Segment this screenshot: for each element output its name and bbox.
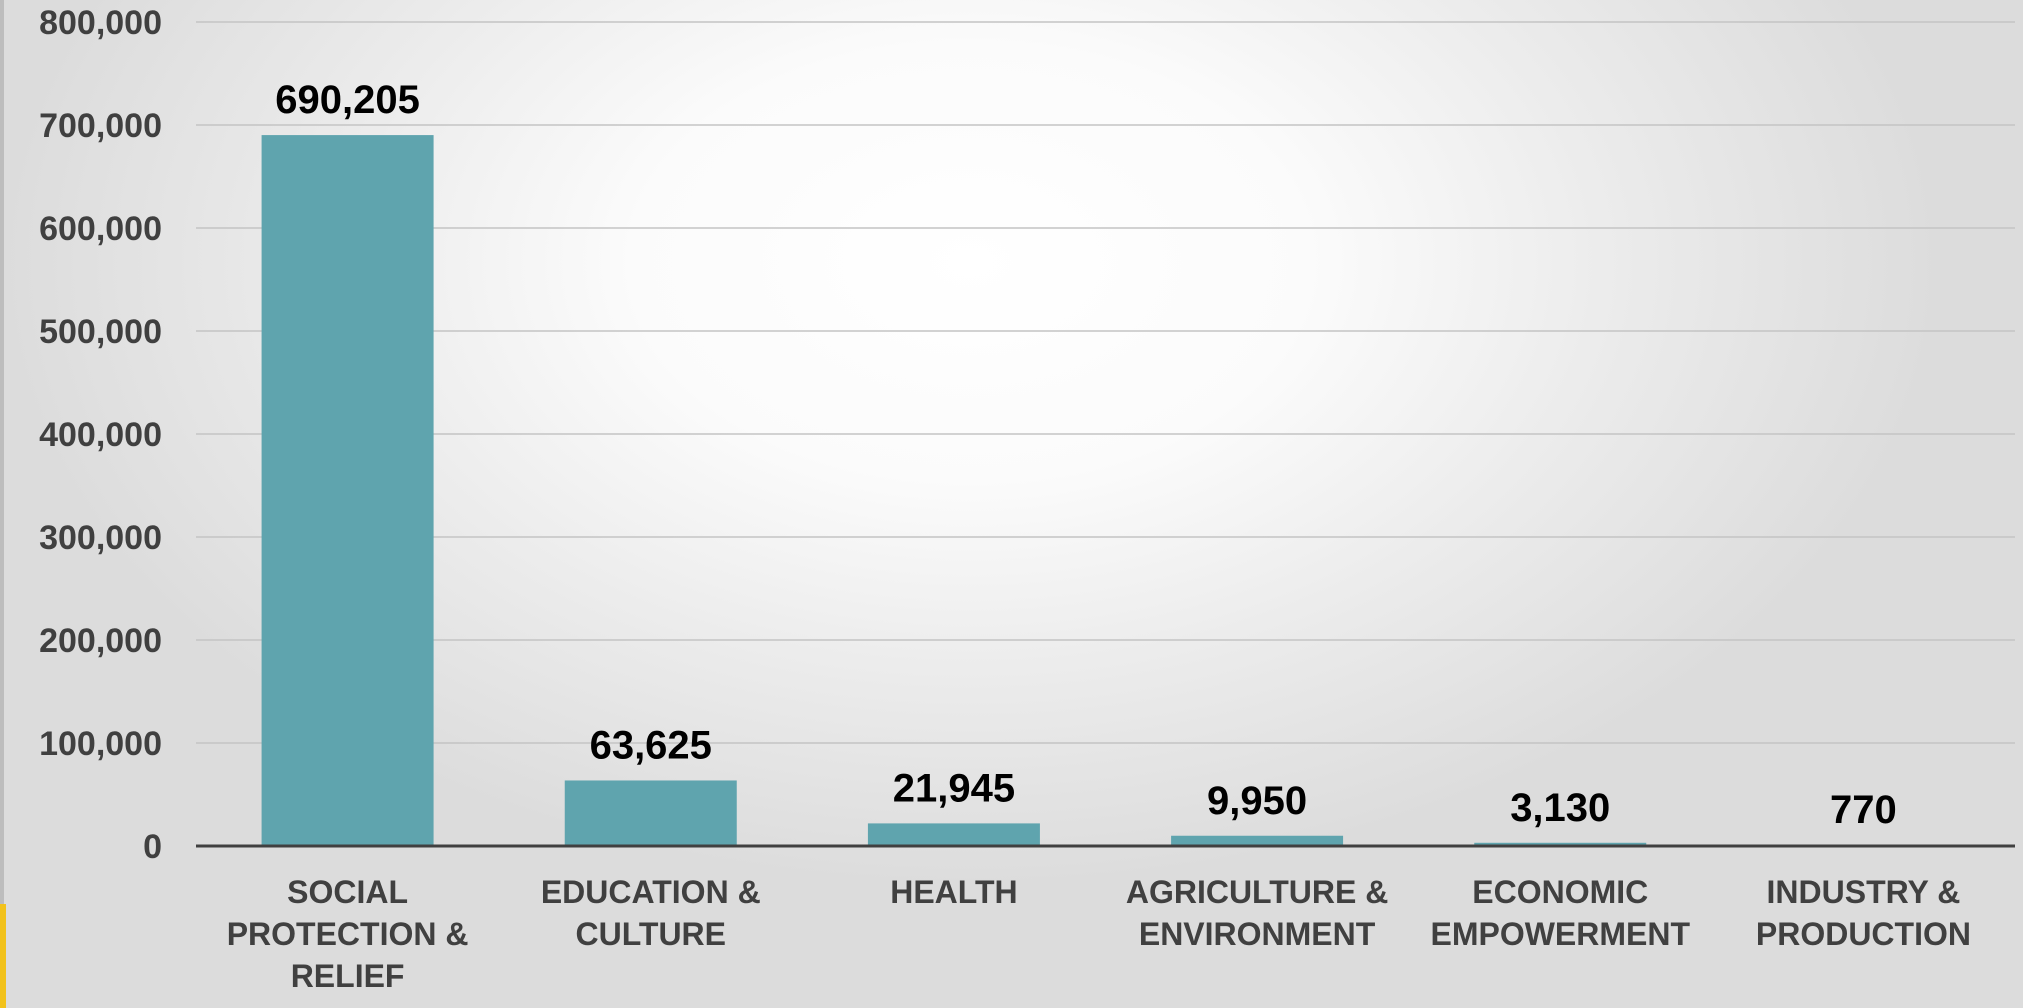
y-tick-label: 0 (143, 828, 162, 866)
category-label-line: PRODUCTION (1756, 916, 1971, 952)
category-label-line: RELIEF (291, 958, 405, 994)
bar (1474, 842, 1647, 846)
bar (867, 823, 1040, 846)
category-labels: SOCIAL PROTECTION & RELIEF EDUCATION & CULTU… (227, 874, 1971, 994)
category-label: EDUCATION & CULTURE (541, 874, 761, 952)
category-label-line: PROTECTION & (227, 916, 469, 952)
category-label: HEALTH (890, 874, 1017, 910)
category-label: ECONOMIC EMPOWERMENT (1430, 874, 1690, 952)
category-label-line: ENVIRONMENT (1139, 916, 1376, 952)
corner-accent (0, 904, 6, 1008)
y-tick-label: 200,000 (39, 622, 162, 660)
bar (564, 780, 737, 846)
y-tick-label: 600,000 (39, 210, 162, 248)
category-label: AGRICULTURE & ENVIRONMENT (1126, 874, 1389, 952)
data-label: 9,950 (1207, 779, 1307, 823)
category-label-line: SOCIAL (287, 874, 408, 910)
category-label: INDUSTRY & PRODUCTION (1756, 874, 1971, 952)
y-tick-label: 400,000 (39, 416, 162, 454)
data-label: 770 (1830, 788, 1897, 832)
y-tick-label: 500,000 (39, 313, 162, 351)
data-labels: 690,205 63,625 21,945 9,950 3,130 770 (275, 78, 1897, 832)
y-tick-label: 300,000 (39, 519, 162, 557)
category-label: SOCIAL PROTECTION & RELIEF (227, 874, 469, 994)
y-axis-tick-labels: 0 100,000 200,000 300,000 400,000 500,000 600,… (39, 4, 162, 866)
y-tick-label: 700,000 (39, 107, 162, 145)
bars (261, 135, 1950, 846)
data-label: 690,205 (275, 78, 420, 122)
category-label-line: EDUCATION & (541, 874, 761, 910)
left-edge-strip (0, 0, 4, 1008)
category-label-line: INDUSTRY & (1767, 874, 1961, 910)
y-tick-label: 100,000 (39, 725, 162, 763)
category-label-line: AGRICULTURE & (1126, 874, 1389, 910)
y-tick-label: 800,000 (39, 4, 162, 42)
bar (261, 135, 434, 846)
category-label-line: ECONOMIC (1472, 874, 1648, 910)
category-label-line: CULTURE (576, 916, 727, 952)
gridlines (196, 21, 2015, 744)
category-label-line: HEALTH (890, 874, 1017, 910)
category-label-line: EMPOWERMENT (1430, 916, 1690, 952)
data-label: 21,945 (893, 766, 1015, 810)
bar (1171, 835, 1344, 846)
data-label: 63,625 (590, 723, 712, 767)
data-label: 3,130 (1510, 786, 1610, 830)
